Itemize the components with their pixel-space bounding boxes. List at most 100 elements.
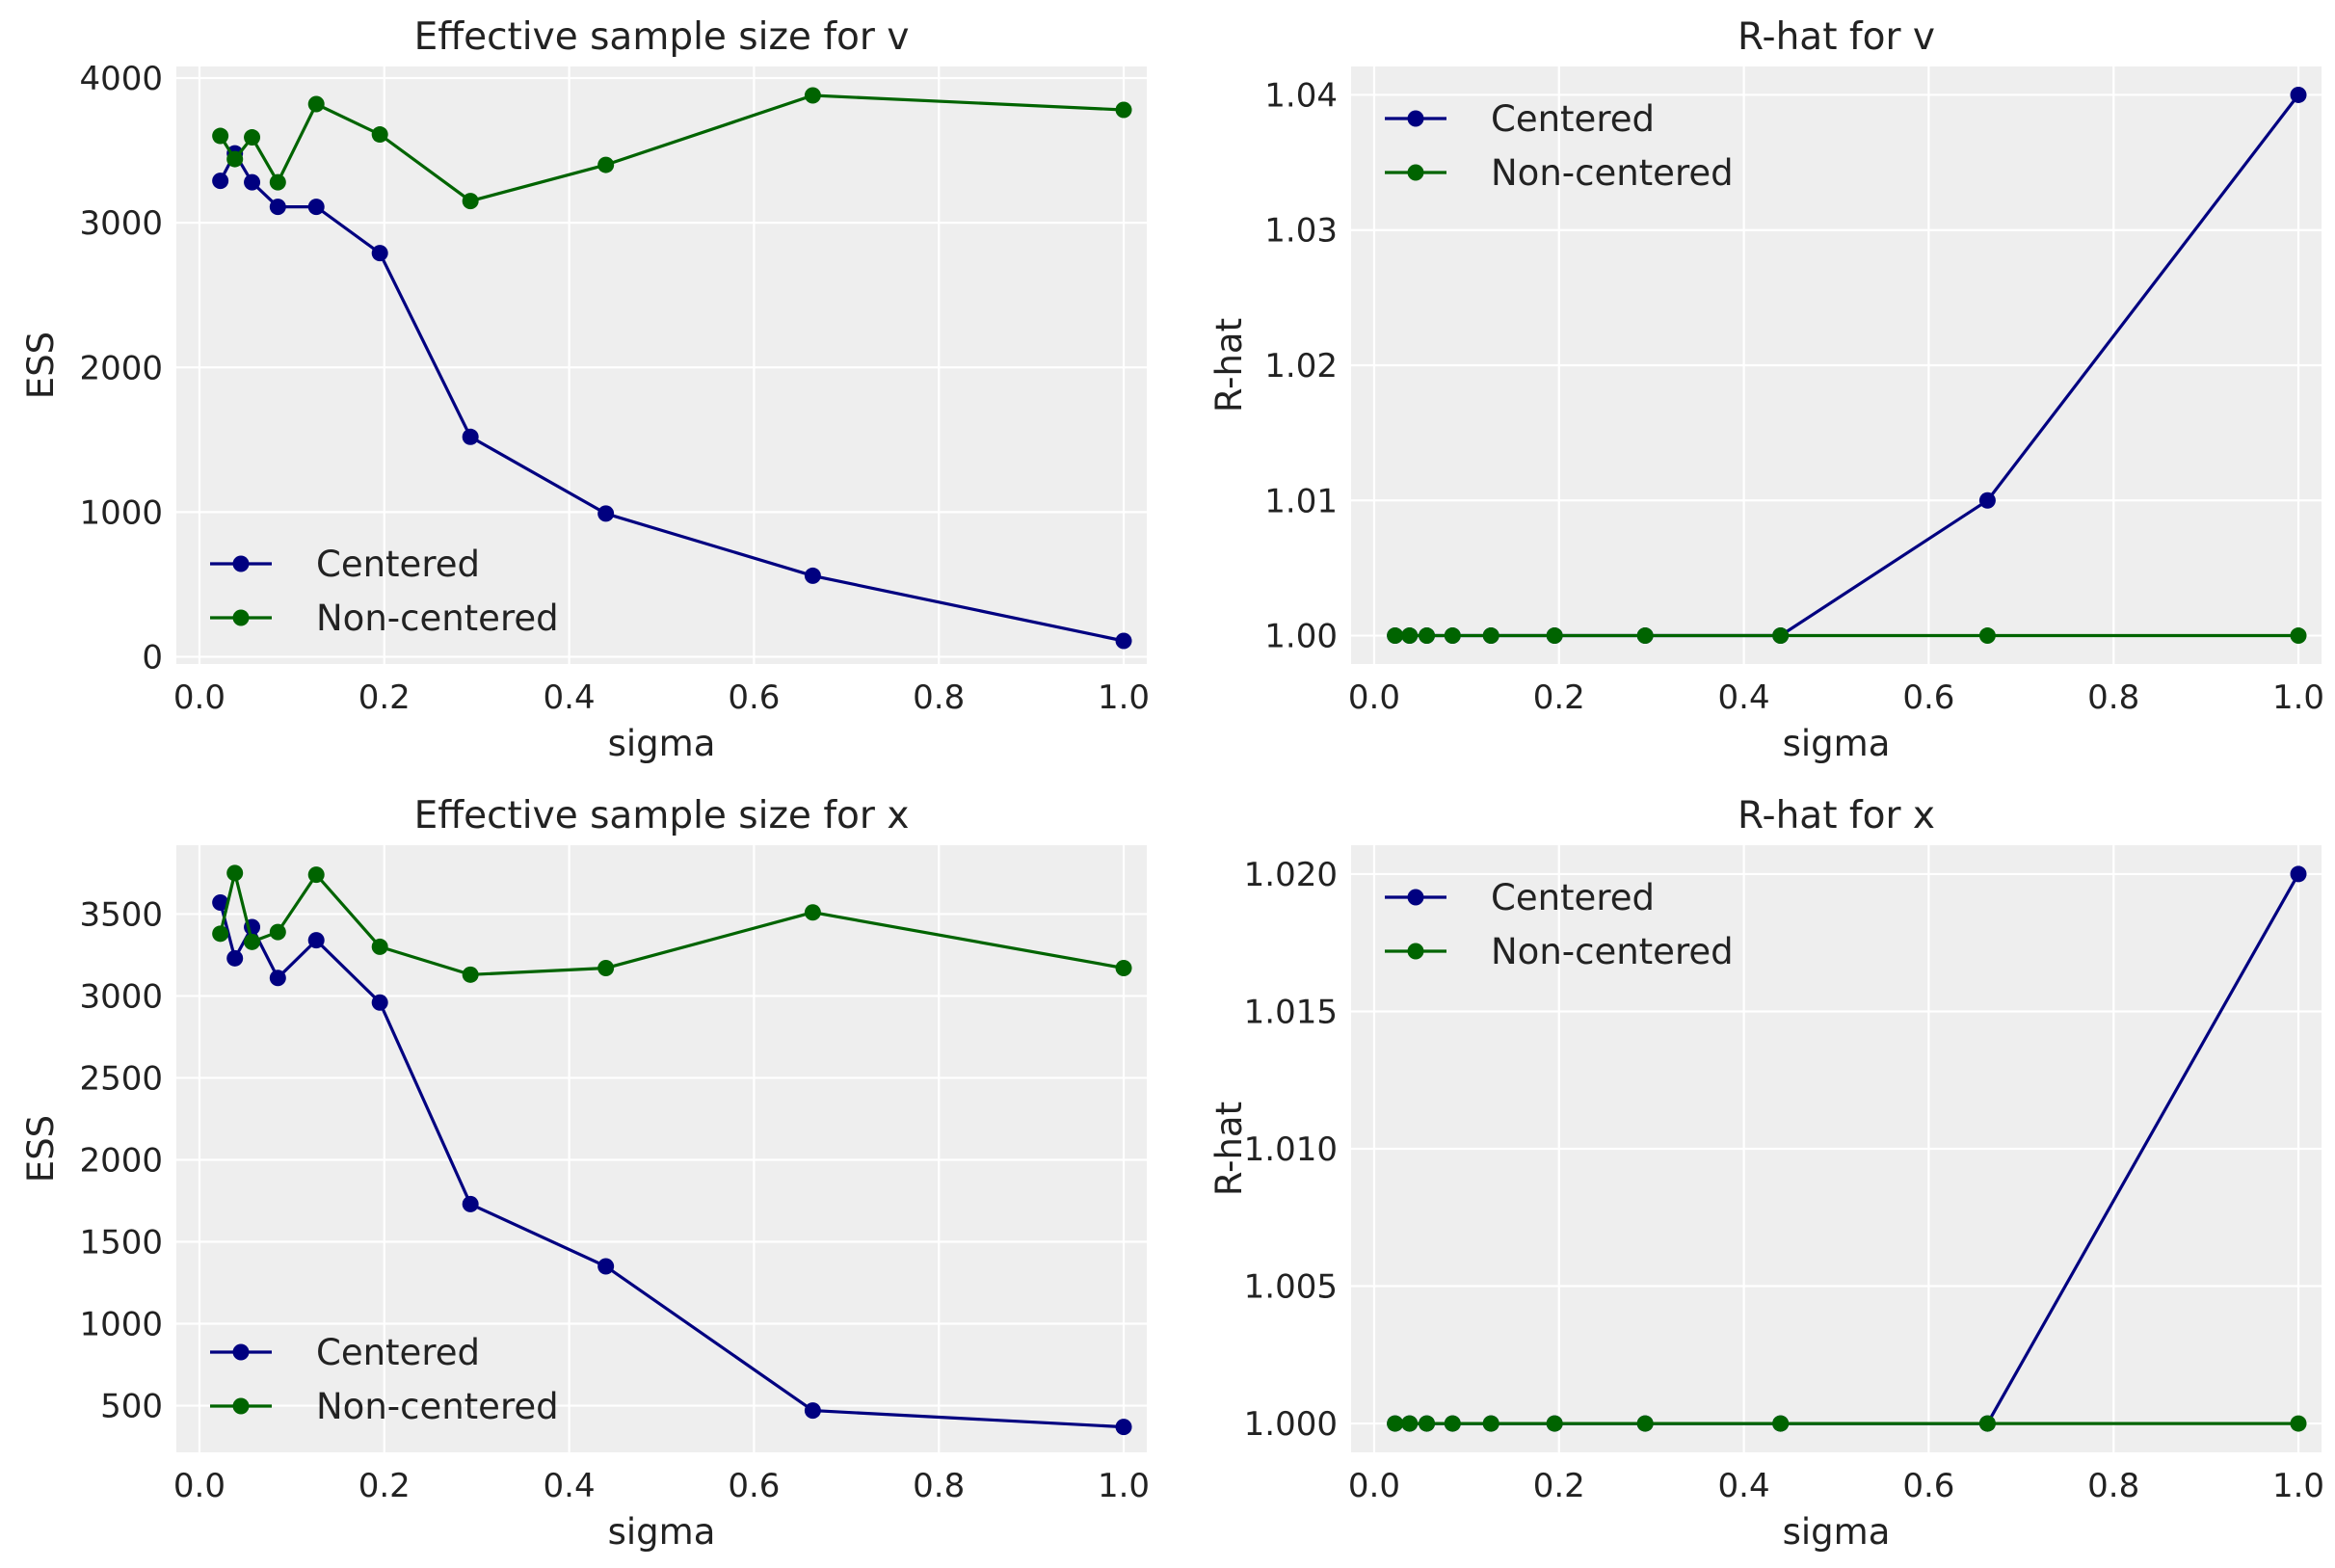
legend-marker xyxy=(1407,943,1424,960)
x-tick-label: 0.2 xyxy=(1533,678,1585,717)
x-tick-label: 0.2 xyxy=(358,1467,411,1505)
x-tick-label: 0.8 xyxy=(2087,678,2139,717)
chart-panel-1: 0.0 0.2 0.4 0.6 0.8 1.0 0 1000 2000 3000 4000 Effec… xyxy=(20,15,1150,764)
data-point-non-centered xyxy=(307,95,325,113)
y-tick-label: 2000 xyxy=(79,349,163,387)
x-tick-label: 0.8 xyxy=(913,1467,965,1505)
x-tick-label: 0.2 xyxy=(1533,1467,1585,1505)
series-line-non-centered xyxy=(219,93,1125,203)
data-point-non-centered xyxy=(226,150,244,168)
x-tick-label: 1.0 xyxy=(1098,678,1150,717)
data-point-centered xyxy=(307,932,325,949)
data-point-centered xyxy=(244,173,261,191)
x-axis-label: sigma xyxy=(1783,723,1891,764)
legend-marker xyxy=(232,609,250,626)
data-point-non-centered xyxy=(1387,1415,1404,1432)
data-point-centered xyxy=(269,199,286,216)
y-tick-label: 3000 xyxy=(79,977,163,1016)
series-line-non-centered xyxy=(219,871,1125,976)
x-tick-label: 0.4 xyxy=(544,1467,596,1505)
legend: Centered Non-centered xyxy=(210,1332,559,1427)
y-tick-label: 1.04 xyxy=(1264,76,1338,115)
chart-title: Effective sample size for x xyxy=(414,794,910,837)
data-point-centered xyxy=(804,567,821,584)
data-point-non-centered xyxy=(462,966,479,983)
legend: Centered Non-centered xyxy=(210,544,559,639)
x-tick-label: 0.0 xyxy=(1348,1467,1400,1505)
x-tick-label: 0.6 xyxy=(1902,1467,1954,1505)
y-tick-label: 3000 xyxy=(79,204,163,243)
data-point-centered xyxy=(2290,86,2307,103)
data-point-non-centered xyxy=(1772,1415,1790,1432)
y-axis-label: ESS xyxy=(20,332,62,399)
data-point-non-centered xyxy=(2290,1415,2307,1432)
x-tick-label: 0.6 xyxy=(728,678,780,717)
legend-label: Centered xyxy=(316,1332,480,1373)
data-point-centered xyxy=(597,1258,615,1275)
data-point-non-centered xyxy=(371,938,388,955)
x-tick-label: 0.8 xyxy=(913,678,965,717)
x-tick-label: 0.2 xyxy=(358,678,411,717)
y-tick-label: 1000 xyxy=(79,493,163,532)
x-tick-label: 0.0 xyxy=(1348,678,1400,717)
legend-marker xyxy=(1407,110,1424,127)
legend: Centered Non-centered xyxy=(1385,877,1734,972)
data-point-non-centered xyxy=(226,864,244,882)
y-tick-label: 0 xyxy=(142,638,163,677)
chart-panel-2: 0.0 0.2 0.4 0.6 0.8 1.0 1.00 1.01 1.02 1.03 1.04 R-… xyxy=(1208,15,2324,764)
x-tick-label: 0.4 xyxy=(1718,678,1770,717)
x-tick-label: 1.0 xyxy=(1098,1467,1150,1505)
legend-label: Centered xyxy=(1491,877,1655,918)
legend-label: Non-centered xyxy=(316,598,559,639)
data-point-non-centered xyxy=(212,127,229,145)
legend: Centered Non-centered xyxy=(1385,98,1734,194)
y-tick-label: 1.015 xyxy=(1244,993,1338,1031)
legend-label: Centered xyxy=(1491,98,1655,140)
data-point-non-centered xyxy=(269,923,286,941)
chart-panel-3: 0.0 0.2 0.4 0.6 0.8 1.0 500 1000 1500 2000 2500 300… xyxy=(20,794,1150,1553)
data-point-non-centered xyxy=(1978,1415,1996,1432)
data-point-non-centered xyxy=(1636,1415,1654,1432)
data-point-non-centered xyxy=(371,126,388,144)
y-tick-label: 2000 xyxy=(79,1141,163,1180)
legend-marker xyxy=(232,1343,250,1361)
plot-area xyxy=(176,845,1147,1452)
x-tick-label: 0.6 xyxy=(1902,678,1954,717)
data-point-non-centered xyxy=(1401,627,1419,645)
data-point-non-centered xyxy=(1419,627,1436,645)
x-axis-label: sigma xyxy=(608,723,716,764)
legend-marker xyxy=(232,555,250,572)
data-point-non-centered xyxy=(804,904,821,921)
y-tick-label: 4000 xyxy=(79,60,163,98)
data-point-centered xyxy=(226,949,244,967)
y-tick-label: 500 xyxy=(100,1388,163,1426)
data-point-centered xyxy=(371,245,388,262)
x-axis-label: sigma xyxy=(608,1511,716,1553)
y-tick-label: 1.02 xyxy=(1264,347,1338,385)
y-tick-label: 1.005 xyxy=(1244,1268,1338,1307)
data-point-centered xyxy=(212,173,229,190)
data-point-non-centered xyxy=(1636,627,1654,645)
data-point-non-centered xyxy=(1419,1415,1436,1432)
x-tick-label: 1.0 xyxy=(2272,678,2324,717)
y-tick-label: 1.020 xyxy=(1244,856,1338,894)
legend-label: Non-centered xyxy=(1491,152,1734,194)
data-point-centered xyxy=(1115,1419,1132,1436)
y-tick-label: 1.01 xyxy=(1264,482,1338,520)
data-point-non-centered xyxy=(1115,960,1132,977)
y-tick-label: 1.010 xyxy=(1244,1130,1338,1169)
legend-marker xyxy=(1407,889,1424,906)
y-tick-label: 3500 xyxy=(79,895,163,934)
data-point-non-centered xyxy=(597,156,615,173)
data-point-non-centered xyxy=(244,933,261,950)
legend-marker xyxy=(1407,164,1424,181)
data-point-centered xyxy=(2290,865,2307,883)
y-tick-label: 1.03 xyxy=(1264,212,1338,251)
x-axis-label: sigma xyxy=(1783,1511,1891,1553)
x-tick-label: 0.0 xyxy=(173,678,226,717)
data-point-non-centered xyxy=(244,129,261,146)
x-tick-label: 0.4 xyxy=(1718,1467,1770,1505)
data-point-centered xyxy=(1115,632,1132,650)
data-point-non-centered xyxy=(1444,627,1461,645)
data-point-non-centered xyxy=(597,960,615,977)
